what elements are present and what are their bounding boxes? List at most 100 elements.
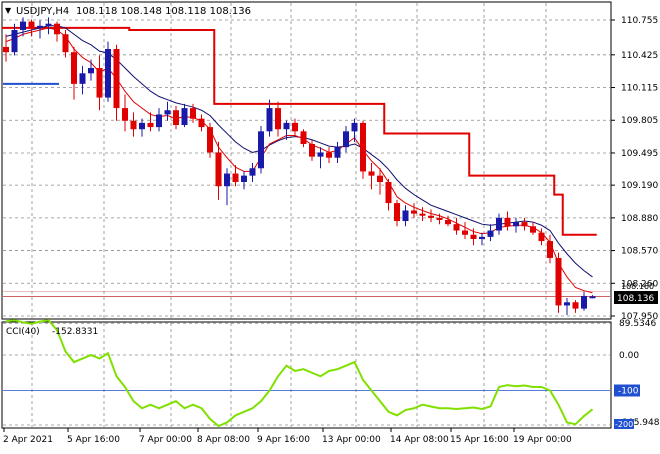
cci-level-box (614, 384, 640, 397)
time-tick-label: 5 Apr 16:00 (67, 435, 120, 445)
candle-body (181, 108, 188, 125)
cci-level-label: -100 (618, 387, 639, 397)
candle-body (581, 295, 587, 309)
candle-body (300, 131, 307, 144)
candle-body (147, 122, 154, 128)
price-tick-label: 109.495 (621, 149, 658, 159)
candle-body (88, 68, 94, 74)
header-arrow[interactable]: ▼ (5, 6, 12, 15)
candle-body (96, 68, 103, 98)
ma-slow-line (5, 25, 593, 278)
time-axis: 2 Apr 2021 5 Apr 16:00 7 Apr 00:00 8 Apr 08… (3, 428, 572, 445)
candle-body (130, 120, 137, 130)
candle-body (453, 224, 460, 231)
candle-body (241, 175, 247, 182)
candle-body (224, 173, 230, 187)
price-tick-label: 110.115 (621, 84, 658, 94)
main-panel-frame (1, 1, 612, 320)
time-tick-label: 13 Apr 00:00 (322, 435, 381, 445)
price-axis: 110.755 110.425 110.115 109.805 109.495 109.1… (611, 16, 658, 322)
candle-body (428, 215, 434, 218)
candle-body (173, 110, 179, 125)
candle-body (436, 217, 443, 220)
candle-body (190, 108, 196, 119)
candles (3, 17, 596, 315)
candle-body (513, 222, 519, 227)
price-tick-label: 110.755 (621, 16, 658, 26)
candle-body (530, 226, 536, 233)
cci-line (5, 319, 594, 428)
candle-body (334, 147, 341, 158)
candle-body (215, 152, 222, 187)
cci-hidden-box (614, 419, 634, 429)
candle-body (156, 114, 162, 128)
candle-body (385, 181, 392, 204)
price-label-hidden: 108.160 (621, 282, 654, 291)
candle-body (589, 296, 596, 299)
candle-body (368, 171, 375, 176)
indicator-axis: 89.5346 0.00 -100 -205.9485-200 (614, 319, 660, 429)
candle-body (20, 21, 26, 31)
candle-body (487, 230, 494, 237)
candle-body (164, 110, 171, 115)
candle-body (360, 122, 366, 172)
candle-body (198, 118, 205, 128)
candle-body (462, 230, 468, 235)
candle-body (547, 241, 553, 258)
time-tick-label: 19 Apr 00:00 (513, 435, 572, 445)
candle-body (470, 234, 477, 239)
candle-body (496, 217, 502, 231)
candle-body (105, 49, 111, 98)
candle-body (521, 222, 528, 227)
indicator-value: -152.8331 (52, 327, 98, 337)
candle-body (79, 73, 86, 84)
candle-body (572, 302, 579, 309)
candle-body (283, 122, 290, 130)
stop-line (1, 26, 597, 236)
candle-body (402, 210, 409, 222)
candle-body (479, 236, 485, 239)
cci-series (5, 319, 594, 428)
current-price-label: 108.136 (617, 294, 654, 304)
price-tick-label: 107.950 (621, 312, 658, 322)
time-tick-label: 8 Apr 08:00 (197, 435, 250, 445)
time-tick-label: 9 Apr 16:00 (257, 435, 310, 445)
candle-body (292, 122, 298, 132)
candle-body (28, 21, 35, 28)
candle-body (419, 213, 426, 216)
candle-body (139, 122, 145, 130)
candle-body (411, 210, 417, 214)
candle-body (351, 122, 358, 132)
candle-body (249, 168, 256, 176)
price-tick-label: 108.260 (621, 279, 658, 289)
price-tick-label: 108.880 (621, 214, 658, 224)
price-tick-label: 109.190 (621, 181, 658, 191)
time-tick-label: 7 Apr 00:00 (139, 435, 192, 445)
candle-body (445, 219, 451, 225)
price-tick-label: 110.425 (621, 51, 658, 61)
time-tick-label: 15 Apr 16:00 (450, 435, 509, 445)
chart-symbol: USDJPY,H4 (16, 6, 69, 17)
candle-body (11, 30, 18, 53)
candle-body (258, 131, 264, 169)
candle-body (3, 46, 9, 53)
candle-body (122, 108, 128, 121)
cci-tick-label: 0.00 (619, 351, 639, 361)
overlay-lines (1, 25, 610, 297)
candle-body (504, 217, 511, 227)
cci-tick-label: -205.9485 (619, 418, 660, 428)
price-tick-label: 108.570 (621, 247, 658, 257)
candle-body (266, 108, 273, 132)
ma-fast-line (5, 27, 593, 294)
candle-body (232, 173, 239, 182)
indicator-name: CCI(40) (6, 327, 40, 337)
candle-body (555, 257, 562, 306)
indicator-levels (3, 322, 610, 426)
candle-body (113, 49, 120, 109)
candle-body (394, 203, 400, 222)
time-tick-label: 2 Apr 2021 (3, 435, 53, 445)
time-tick-label: 14 Apr 08:00 (390, 435, 449, 445)
price-tick-label: 109.805 (621, 116, 658, 126)
